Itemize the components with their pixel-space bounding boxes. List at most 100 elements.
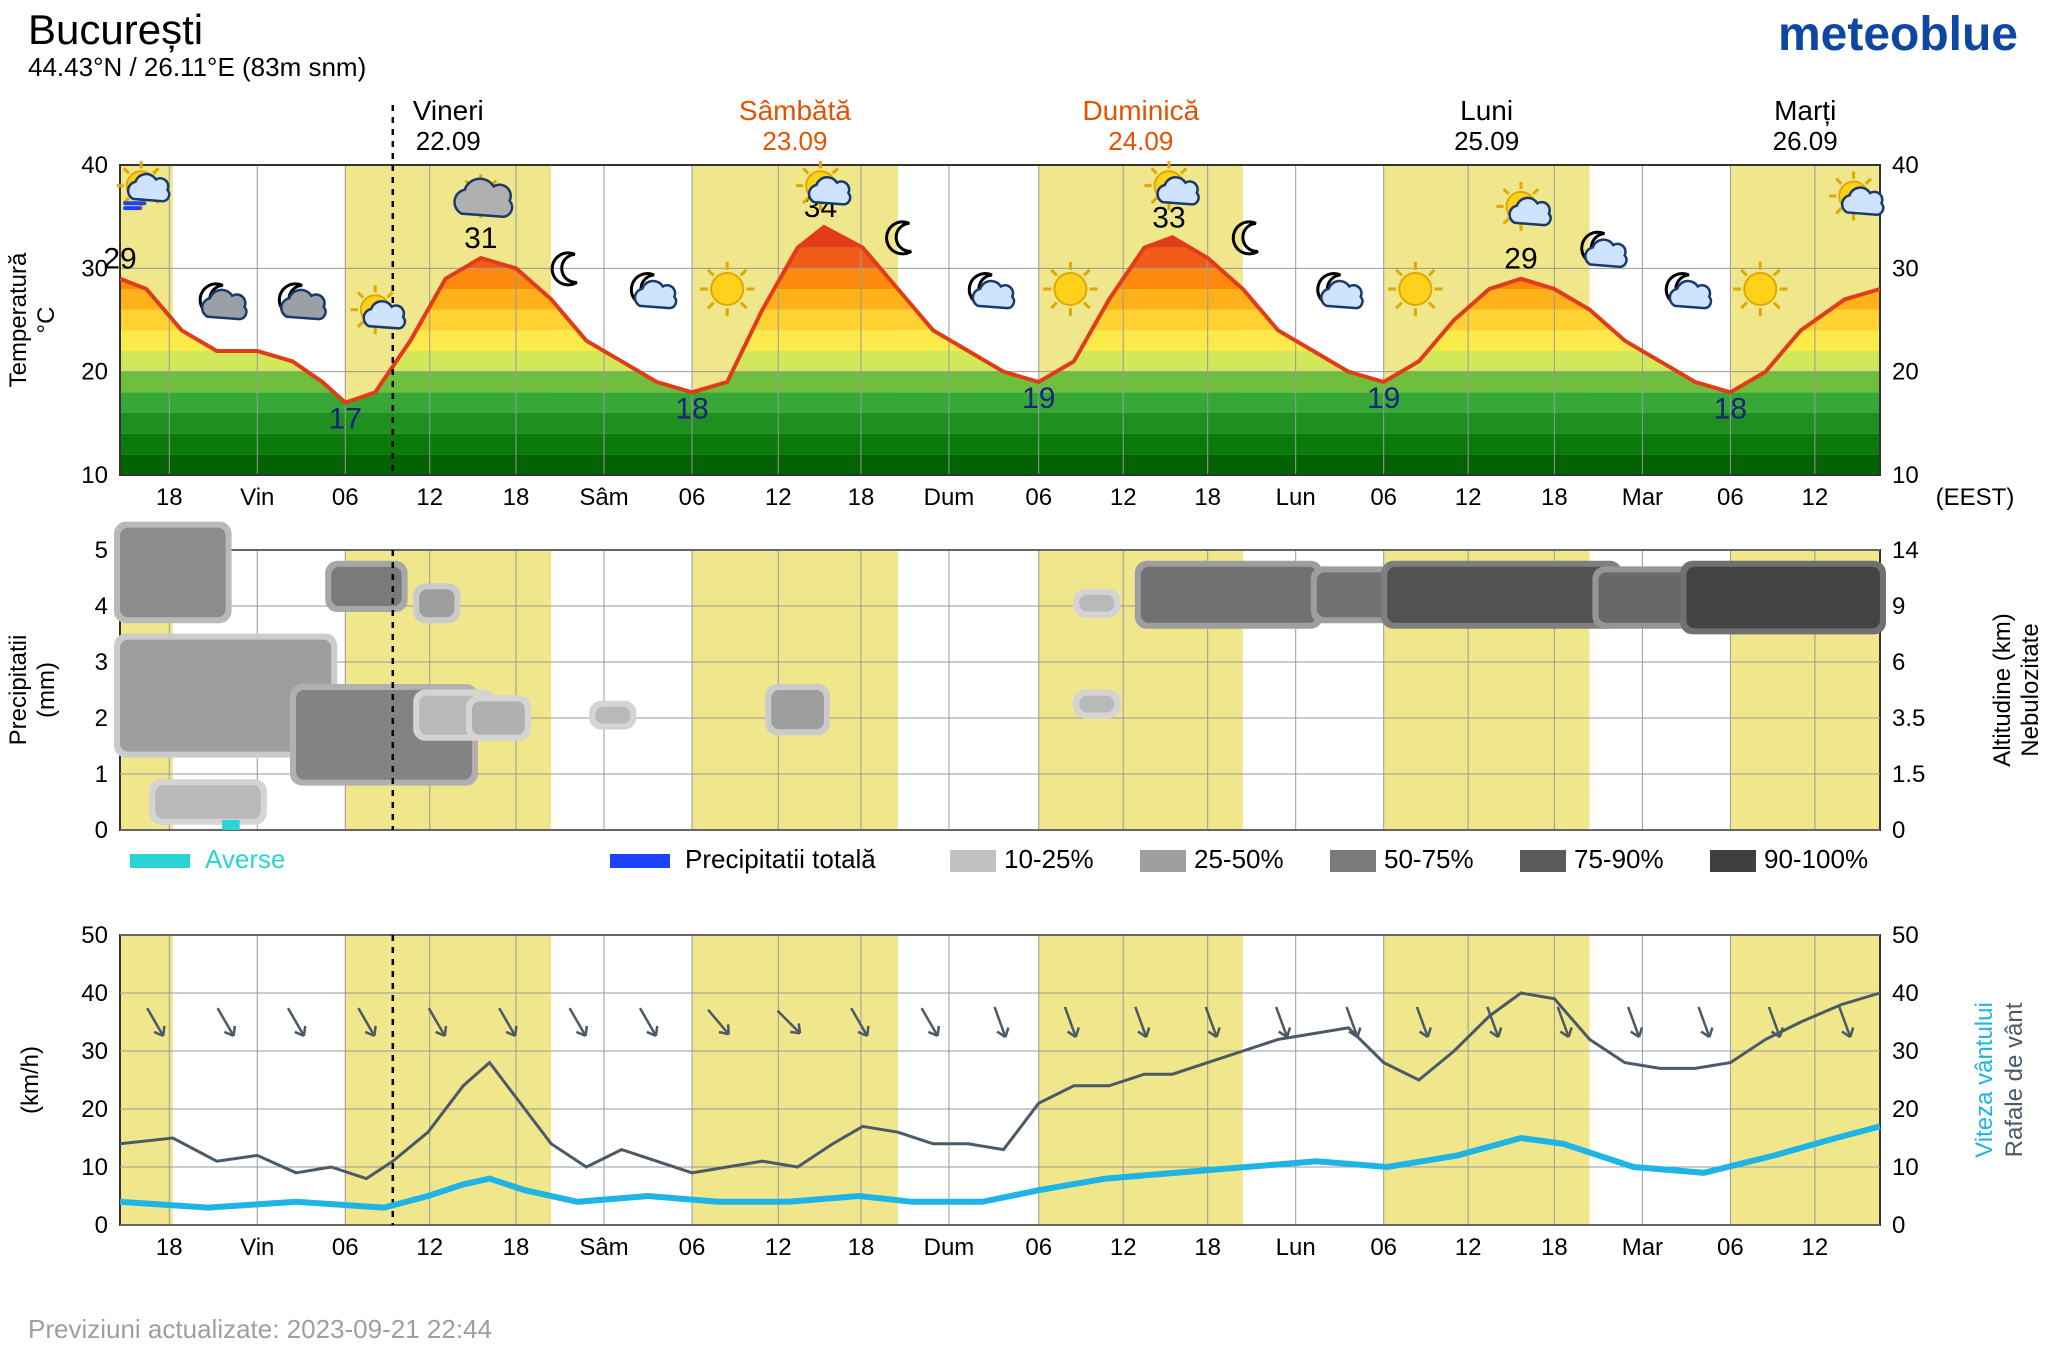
- cloud-blob: [472, 701, 525, 735]
- legend-label: 25-50%: [1194, 844, 1284, 874]
- x-tick-label: 12: [765, 1234, 792, 1261]
- precip-ytick: 2: [95, 705, 108, 732]
- x-tick-label: 18: [156, 1234, 183, 1261]
- weather-icon: [552, 253, 577, 285]
- x-tick-label: 18: [503, 1234, 530, 1261]
- wind-rtick: 30: [1892, 1038, 1919, 1065]
- x-tick-label: Vin: [240, 484, 274, 511]
- x-tick-label: 06: [332, 484, 359, 511]
- precip-ytick: 4: [95, 593, 108, 620]
- temp-ytick-r: 10: [1892, 462, 1919, 489]
- temp-ytick: 40: [81, 152, 108, 179]
- day-name: Marți: [1774, 95, 1836, 126]
- alt-rtick: 6: [1892, 649, 1905, 676]
- wind-barb: [564, 1005, 590, 1039]
- cloud-blob: [331, 567, 401, 606]
- city-title: București: [28, 6, 203, 53]
- x-tick-label: 06: [679, 1234, 706, 1261]
- wind-ytick: 20: [81, 1096, 108, 1123]
- daylight-band: [1039, 935, 1243, 1225]
- brand-logo: meteoblue: [1778, 8, 2018, 61]
- x-tick-label: 18: [503, 484, 530, 511]
- temp-ytick: 20: [81, 359, 108, 386]
- day-name: Luni: [1460, 95, 1513, 126]
- weather-icon: [969, 274, 1014, 309]
- legend-label: 50-75%: [1384, 844, 1474, 874]
- cloud-blob: [120, 528, 226, 618]
- wind-barb: [212, 1005, 238, 1039]
- x-tick-label: 06: [1025, 484, 1052, 511]
- temp-hl-label: 19: [1367, 382, 1400, 415]
- wind-barb: [989, 1005, 1011, 1039]
- x-tick-label: 18: [848, 1234, 875, 1261]
- daylight-band: [692, 935, 898, 1225]
- precip-ytick: 1: [95, 761, 108, 788]
- cloud-blob: [155, 785, 261, 819]
- legend-label: Averse: [205, 844, 285, 874]
- alt-rtick: 1.5: [1892, 761, 1925, 788]
- x-tick-label: 12: [1455, 484, 1482, 511]
- temp-ytick: 10: [81, 462, 108, 489]
- day-date: 26.09: [1773, 126, 1838, 156]
- tz-label: (EEST): [1936, 484, 2015, 511]
- wind-barb: [1622, 1005, 1644, 1039]
- coords-label: 44.43°N / 26.11°E (83m snm): [28, 52, 366, 82]
- x-tick-label: 12: [1455, 1234, 1482, 1261]
- x-tick-label: 06: [332, 1234, 359, 1261]
- alt-rtick: 3.5: [1892, 705, 1925, 732]
- legend-swatch-cloud: [1140, 850, 1186, 872]
- temp-hl-label: 19: [1022, 382, 1055, 415]
- weather-icon: [631, 274, 676, 309]
- temp-hl-label: 29: [1504, 243, 1537, 276]
- day-name: Duminică: [1082, 95, 1199, 126]
- legend-swatch-precip: [610, 854, 670, 868]
- x-tick-label: 06: [1370, 484, 1397, 511]
- x-tick-label: Dum: [924, 484, 975, 511]
- x-tick-label: 18: [1194, 484, 1221, 511]
- daylight-band: [1730, 935, 1880, 1225]
- x-tick-label: 18: [1541, 1234, 1568, 1261]
- wind-rtick: 10: [1892, 1154, 1919, 1181]
- alt-rtick: 0: [1892, 817, 1905, 844]
- wind-ytick: 0: [95, 1212, 108, 1239]
- x-tick-label: 18: [1541, 484, 1568, 511]
- daylight-band: [120, 935, 173, 1225]
- wind-barb: [1693, 1005, 1715, 1039]
- wind-ylabel: (km/h): [17, 1046, 44, 1114]
- temp-ytick-r: 30: [1892, 255, 1919, 282]
- temp-hl-label: 31: [464, 222, 497, 255]
- cloud-blob: [1079, 696, 1114, 713]
- wind-ytick: 10: [81, 1154, 108, 1181]
- daylight-band: [345, 935, 551, 1225]
- wind-barb: [1270, 1005, 1292, 1039]
- x-tick-label: 12: [1802, 1234, 1829, 1261]
- x-tick-label: 06: [679, 484, 706, 511]
- weather-icon: [1666, 274, 1711, 309]
- x-tick-label: 12: [765, 484, 792, 511]
- alt-rtick: 9: [1892, 593, 1905, 620]
- temp-hl-label: 18: [675, 392, 708, 425]
- legend-swatch-cloud: [1330, 850, 1376, 872]
- precip-ylabel: Precipitatii(mm): [5, 635, 60, 746]
- x-tick-label: 12: [416, 484, 443, 511]
- x-tick-label: 06: [1717, 1234, 1744, 1261]
- daylight-band: [1384, 935, 1590, 1225]
- x-tick-label: 18: [1194, 1234, 1221, 1261]
- wind-barb: [635, 1005, 661, 1039]
- precip-ytick: 5: [95, 537, 108, 564]
- cloud-blob: [1686, 567, 1880, 629]
- x-tick-label: 12: [1110, 1234, 1137, 1261]
- x-tick-label: 06: [1370, 1234, 1397, 1261]
- day-date: 24.09: [1108, 126, 1173, 156]
- temp-hl-label: 17: [329, 403, 362, 436]
- legend-swatch-cloud: [950, 850, 996, 872]
- day-name: Vineri: [413, 95, 484, 126]
- wind-ytick: 40: [81, 980, 108, 1007]
- x-tick-label: 06: [1025, 1234, 1052, 1261]
- legend-label: 75-90%: [1574, 844, 1664, 874]
- wind-ytick: 50: [81, 922, 108, 949]
- meteogram-root: București44.43°N / 26.11°E (83m snm) mete…: [0, 0, 2048, 1356]
- legend-label: 10-25%: [1004, 844, 1094, 874]
- wind-rlabel: Viteza vântului: [1971, 1002, 1998, 1158]
- x-tick-label: 18: [156, 484, 183, 511]
